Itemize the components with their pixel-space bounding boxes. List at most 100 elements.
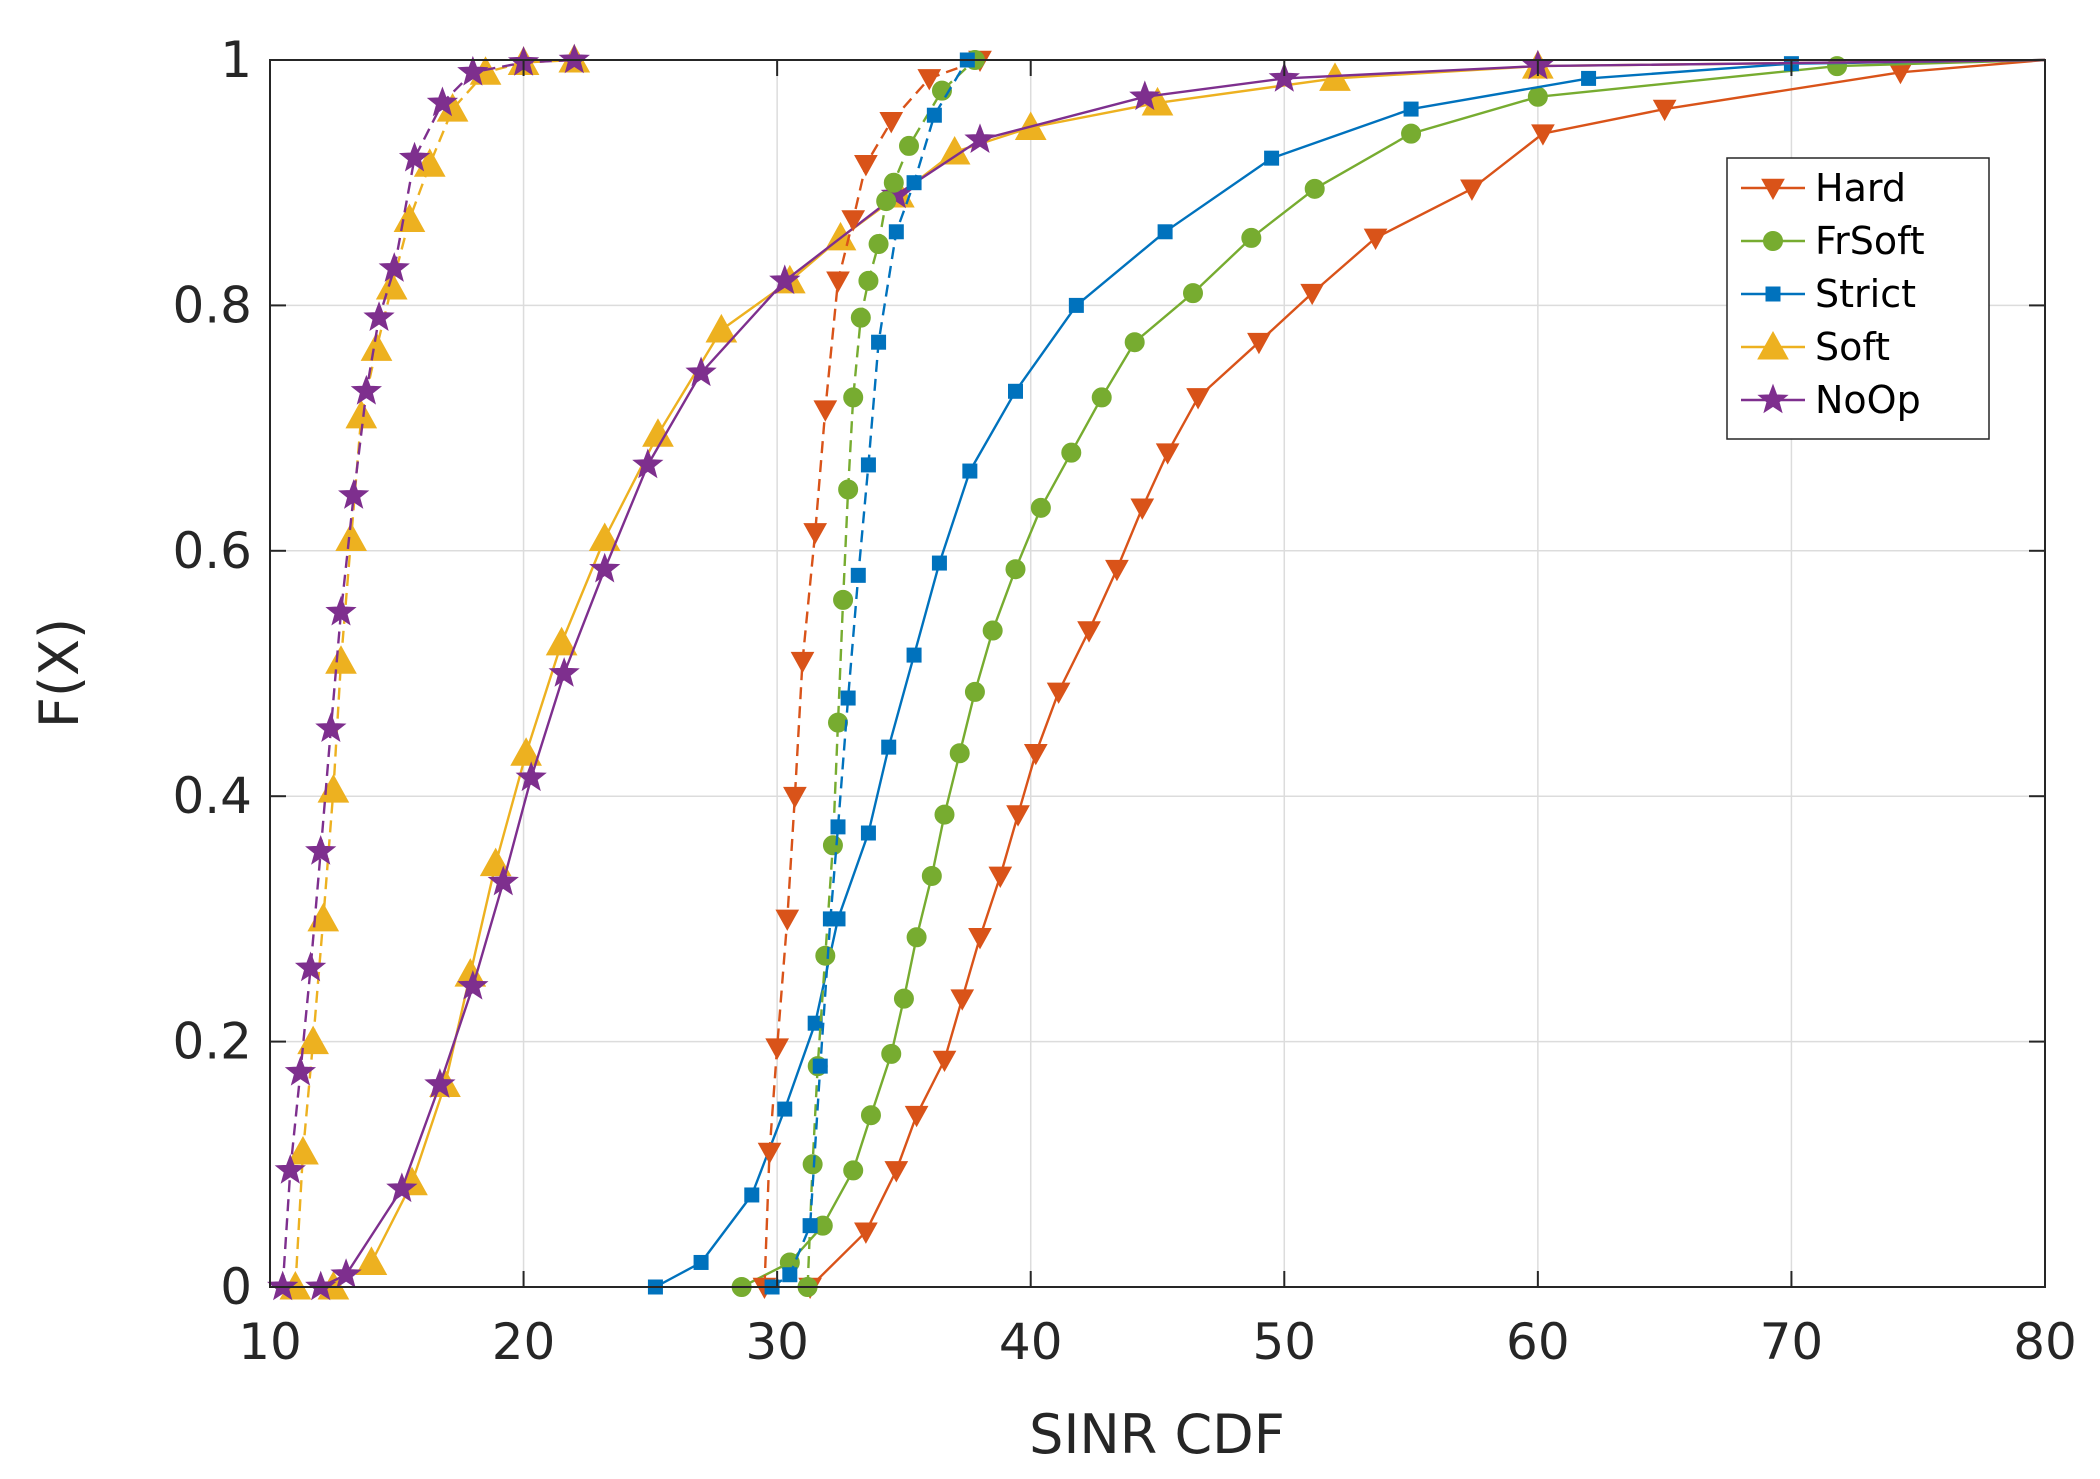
legend-marker-icon xyxy=(1761,178,1785,201)
data-point-noop xyxy=(424,1068,456,1098)
data-point-frsoft xyxy=(1061,442,1082,463)
legend-item: Hard xyxy=(1741,166,1906,210)
data-point-frsoft-dashed xyxy=(850,307,871,328)
legend-item: NoOp xyxy=(1741,378,1921,422)
data-point-strict-dashed xyxy=(888,224,904,240)
data-point-hard xyxy=(884,1161,909,1183)
data-point-hard xyxy=(1006,805,1030,827)
data-point-soft xyxy=(705,313,738,343)
data-point-strict-dashed xyxy=(782,1267,798,1283)
series-line-frsoft-dashed xyxy=(806,59,976,1288)
data-point-noop-dashed xyxy=(284,1055,317,1086)
data-point-noop-dashed xyxy=(457,55,489,86)
legend-item: Soft xyxy=(1741,325,1890,369)
data-point-frsoft xyxy=(964,681,985,702)
data-point-soft xyxy=(588,522,621,552)
data-point-hard xyxy=(1155,443,1180,465)
data-point-hard xyxy=(950,989,975,1011)
data-point-frsoft-dashed xyxy=(833,589,854,610)
data-point-noop xyxy=(548,657,580,687)
data-point-soft xyxy=(355,1246,388,1275)
data-point-strict xyxy=(1068,297,1084,313)
series-noop xyxy=(305,49,2046,1301)
data-point-noop-dashed xyxy=(398,141,431,172)
data-point-frsoft xyxy=(1401,123,1422,144)
data-point-frsoft xyxy=(1183,283,1203,304)
data-point-strict xyxy=(881,739,897,755)
data-point-strict-dashed xyxy=(871,334,887,350)
data-point-frsoft-dashed xyxy=(876,191,897,212)
data-point-frsoft-dashed xyxy=(899,135,919,156)
data-point-noop-dashed xyxy=(338,479,370,509)
data-point-soft-dashed xyxy=(325,645,357,674)
data-point-frsoft-dashed xyxy=(828,712,848,733)
data-point-noop xyxy=(305,1270,337,1301)
x-tick-label: 20 xyxy=(492,1313,556,1371)
data-point-noop-dashed xyxy=(274,1154,306,1184)
data-point-hard xyxy=(1300,283,1325,306)
data-point-hard-dashed xyxy=(790,651,815,674)
data-point-frsoft xyxy=(1304,178,1325,199)
data-point-noop-dashed xyxy=(426,86,459,117)
data-point-hard xyxy=(1247,332,1271,355)
series-line-noop xyxy=(320,58,2046,1289)
data-point-noop xyxy=(685,356,717,387)
data-point-soft xyxy=(510,737,542,766)
legend-label: NoOp xyxy=(1815,378,1921,422)
y-tick-label: 0 xyxy=(220,1258,252,1316)
data-point-hard-dashed xyxy=(813,400,838,422)
data-point-strict-dashed xyxy=(840,690,856,706)
data-point-noop xyxy=(515,761,547,792)
x-tick-label: 30 xyxy=(745,1313,809,1371)
y-tick-label: 0.6 xyxy=(172,522,252,580)
series-line-soft-dashed xyxy=(294,58,575,1288)
data-point-frsoft xyxy=(1091,387,1112,408)
data-point-soft-dashed xyxy=(360,332,393,361)
data-point-frsoft xyxy=(881,1043,902,1064)
data-point-soft-dashed xyxy=(297,1025,329,1055)
data-point-hard xyxy=(932,1050,957,1073)
data-point-noop-dashed xyxy=(294,951,327,982)
data-point-frsoft xyxy=(843,1160,864,1181)
legend-marker-icon xyxy=(1763,231,1783,251)
data-point-hard-dashed xyxy=(826,271,850,293)
data-point-strict-dashed xyxy=(860,457,876,473)
x-tick-label: 60 xyxy=(1506,1313,1570,1371)
series-strict-dashed xyxy=(764,52,975,1295)
data-point-noop-dashed xyxy=(350,374,382,405)
data-point-noop xyxy=(1268,61,1300,92)
data-point-hard xyxy=(1023,743,1048,766)
data-point-hard xyxy=(988,866,1013,888)
series-noop-dashed xyxy=(267,43,590,1301)
data-point-frsoft xyxy=(934,804,955,825)
data-point-frsoft xyxy=(1241,227,1262,248)
data-point-strict-dashed xyxy=(802,1218,818,1234)
data-point-noop-dashed xyxy=(305,834,337,865)
data-point-noop xyxy=(330,1258,362,1289)
data-point-noop-dashed xyxy=(325,595,357,626)
data-point-noop-dashed xyxy=(267,1270,299,1301)
x-tick-label: 40 xyxy=(999,1313,1063,1371)
legend-label: Hard xyxy=(1815,166,1906,210)
data-point-noop-dashed xyxy=(378,252,410,282)
data-point-noop xyxy=(769,264,801,295)
data-point-strict xyxy=(962,463,978,479)
x-tick-label: 80 xyxy=(2013,1313,2077,1371)
data-point-frsoft xyxy=(1527,86,1548,107)
series-line-noop-dashed xyxy=(281,58,575,1288)
data-point-hard xyxy=(1460,179,1484,201)
data-point-strict-dashed xyxy=(906,175,922,191)
data-point-frsoft xyxy=(1030,497,1051,518)
axes-box xyxy=(269,59,2046,1288)
y-tick-label: 0.4 xyxy=(172,767,252,825)
legend-marker-icon xyxy=(1765,286,1781,302)
data-point-strict-dashed xyxy=(830,819,846,835)
data-point-strict xyxy=(744,1187,760,1203)
legend-marker-icon xyxy=(1757,330,1789,360)
data-point-noop xyxy=(457,969,489,1000)
legend-item: FrSoft xyxy=(1741,219,1925,263)
data-point-strict xyxy=(1008,383,1023,399)
data-point-frsoft xyxy=(1124,332,1145,353)
data-point-strict xyxy=(1157,224,1173,240)
